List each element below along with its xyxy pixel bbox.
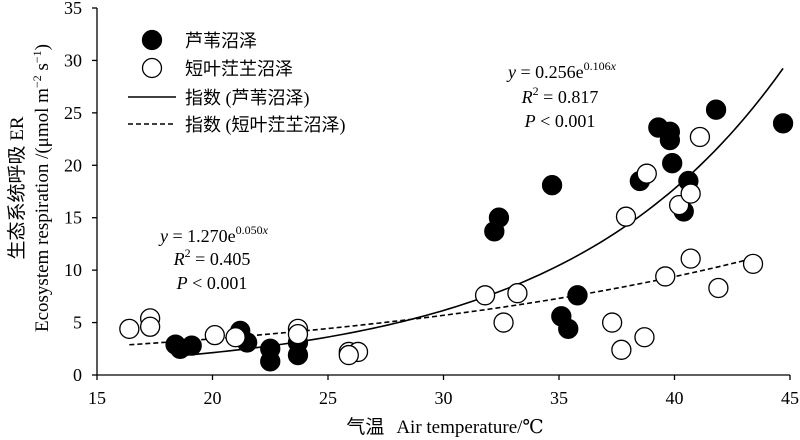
- r2-symbol: R: [173, 249, 185, 269]
- reed-marsh-point: [659, 129, 681, 151]
- x-tick-label: 20: [204, 388, 222, 408]
- x-axis-title-zh: 气温: [346, 416, 384, 438]
- y-tick-label: 15: [64, 208, 82, 228]
- reed-marsh-point: [287, 344, 309, 366]
- cyperus-marsh-point: [204, 324, 225, 346]
- cyperus-fit-equation: y = 1.270e0.050x: [158, 223, 269, 246]
- x-tick-label: 15: [88, 388, 106, 408]
- legend-label-reed-marsh: 芦苇沼泽: [185, 31, 257, 51]
- equation-y: y: [506, 62, 516, 82]
- y-axis-title-zh: 生态系统呼吸 ER: [6, 116, 28, 259]
- r2-value: = 0.405: [191, 249, 251, 269]
- legend-label-cyperus-marsh: 短叶茳芏沼泽: [185, 59, 293, 79]
- p-value: < 0.001: [536, 111, 596, 131]
- y-tick-label: 35: [64, 0, 82, 18]
- x-axis-title-en: Air temperature/℃: [396, 417, 543, 438]
- legend-marker-open-circle: [141, 57, 163, 79]
- reed-marsh-point: [181, 335, 202, 356]
- cyperus-marsh-point: [474, 285, 496, 306]
- axes: 15 20 25 30 35 40 45 0 5 10 15 20 25 30 35: [64, 0, 799, 408]
- reed-fit-annotation: y = 0.256e0.106x R2 = 0.817 P < 0.001: [506, 59, 617, 131]
- cyperus-marsh-point: [615, 206, 637, 227]
- cyperus-fit-r2: R2 = 0.405: [173, 246, 251, 269]
- p-symbol: P: [524, 111, 536, 131]
- equation-rhs: = 0.256e: [516, 62, 584, 82]
- reed-marsh-point: [558, 318, 579, 340]
- y-tick-label: 30: [64, 50, 82, 70]
- equation-exponent-var: x: [610, 59, 617, 73]
- cyperus-marsh-point: [493, 312, 514, 333]
- cyperus-marsh-point: [287, 323, 309, 345]
- x-axis-title: 气温 Air temperature/℃: [346, 416, 543, 438]
- legend-marker-filled-circle: [141, 29, 163, 51]
- cyperus-marsh-point: [689, 126, 711, 148]
- reed-marsh-point: [488, 207, 510, 228]
- p-value: < 0.001: [188, 273, 248, 293]
- cyperus-marsh-point: [680, 248, 701, 269]
- equation-exponent: 0.050: [236, 223, 263, 237]
- reed-marsh-point: [260, 351, 281, 372]
- reed-fit-equation: y = 0.256e0.106x: [506, 59, 617, 82]
- cyperus-fit-p-value: P < 0.001: [176, 273, 248, 293]
- r2-symbol: R: [521, 87, 533, 107]
- reed-marsh-point: [772, 113, 794, 134]
- y-axis-unit-exponent: −1: [30, 50, 44, 63]
- equation-y: y: [158, 226, 168, 246]
- legend-label-cyperus-fit: 指数 (短叶茳芏沼泽): [185, 115, 346, 136]
- reed-fit-p-value: P < 0.001: [524, 111, 596, 131]
- data-points: [119, 99, 794, 372]
- cyperus-fit-annotation: y = 1.270e0.050x R2 = 0.405 P < 0.001: [158, 223, 269, 293]
- legend-label-reed-fit: 指数 (芦苇沼泽): [185, 88, 310, 109]
- equation-rhs: = 1.270e: [168, 226, 236, 246]
- y-axis-title-en: Ecosystem respiration /(μmol m−2 s−1): [30, 44, 53, 332]
- reed-marsh-point: [567, 285, 588, 306]
- cyperus-marsh-point: [507, 283, 528, 304]
- cyperus-marsh-point: [708, 277, 729, 299]
- y-tick-label: 0: [73, 365, 82, 385]
- reed-marsh-point: [705, 99, 727, 120]
- x-tick-label: 45: [781, 388, 799, 408]
- cyperus-marsh-point: [601, 312, 623, 333]
- cyperus-marsh-point: [338, 344, 359, 366]
- r2-value: = 0.817: [539, 87, 599, 107]
- reed-marsh-point: [541, 175, 563, 196]
- x-tick-label: 30: [435, 388, 453, 408]
- x-tick-label: 40: [666, 388, 684, 408]
- y-tick-label: 25: [64, 103, 82, 123]
- cyperus-marsh-point: [139, 316, 161, 337]
- reed-marsh-point: [662, 153, 683, 174]
- cyperus-marsh-point: [634, 327, 655, 348]
- cyperus-marsh-point: [680, 183, 701, 204]
- y-axis-unit-text: s: [32, 63, 53, 75]
- equation-exponent-var: x: [262, 223, 269, 237]
- y-axis-unit-close: ): [32, 44, 53, 50]
- y-axis-unit-exponent: −2: [30, 75, 44, 88]
- p-symbol: P: [176, 273, 188, 293]
- cyperus-marsh-point: [742, 253, 764, 275]
- cyperus-marsh-point: [611, 339, 632, 360]
- reed-fit-r2: R2 = 0.817: [521, 84, 599, 107]
- cyperus-marsh-point: [119, 318, 140, 340]
- cyperus-marsh-point: [225, 327, 246, 348]
- equation-exponent: 0.106: [584, 59, 611, 73]
- x-tick-label: 35: [550, 388, 568, 408]
- y-tick-label: 20: [64, 155, 82, 175]
- y-tick-label: 10: [64, 260, 82, 280]
- cyperus-marsh-point: [655, 266, 676, 287]
- r2-superscript: 2: [185, 246, 191, 260]
- y-tick-label: 5: [73, 313, 82, 333]
- cyperus-marsh-point: [636, 163, 657, 184]
- legend: 芦苇沼泽 短叶茳芏沼泽 指数 (芦苇沼泽) 指数 (短叶茳芏沼泽): [128, 29, 346, 136]
- x-tick-label: 25: [319, 388, 337, 408]
- r2-superscript: 2: [533, 84, 539, 98]
- y-axis-title-text: Ecosystem respiration /(μmol m: [32, 88, 53, 332]
